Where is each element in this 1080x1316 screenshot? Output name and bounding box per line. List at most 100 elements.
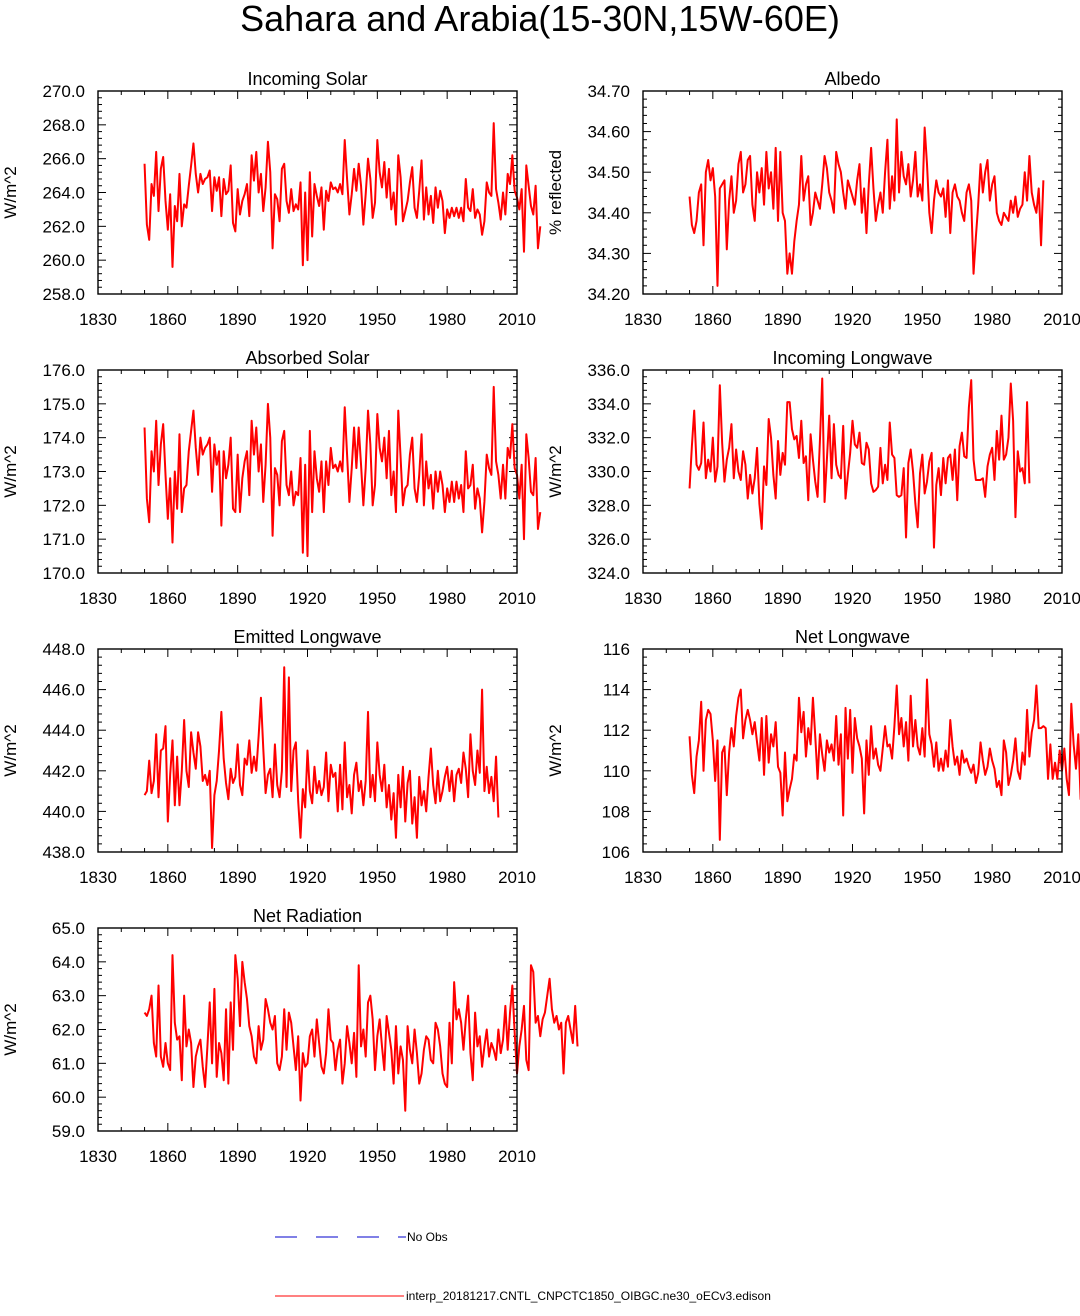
x-tick-label: 2010 <box>498 868 536 887</box>
y-tick-label: 442.0 <box>42 762 85 781</box>
panel-incoming-longwave: Incoming Longwave W/m^2 324.0 326.0 328.0 330… <box>545 334 1080 612</box>
x-tick-label: 1920 <box>289 589 327 608</box>
y-tick-label: 108 <box>602 802 630 821</box>
plot-frame <box>97 648 518 853</box>
x-tick-label: 1860 <box>149 868 187 887</box>
x-tick-label: 1950 <box>358 868 396 887</box>
panel-net-radiation: Net Radiation W/m^2 59.0 60.0 61.0 62.0 63.0 64… <box>0 892 579 1170</box>
chart-title: Emitted Longwave <box>233 627 381 647</box>
x-tick-label: 1830 <box>624 589 662 608</box>
x-tick-label: 1950 <box>903 310 941 329</box>
x-tick-label: 1950 <box>903 868 941 887</box>
series-line <box>143 122 542 268</box>
chart-svg: Absorbed Solar W/m^2 170.0 171.0 172.0 173.0 1… <box>1 348 542 608</box>
y-tick-label: 64.0 <box>52 953 85 972</box>
chart-title: Net Radiation <box>253 906 362 926</box>
y-tick-label: 175.0 <box>42 395 85 414</box>
x-tick-label: 1980 <box>428 868 466 887</box>
x-tick-label: 1950 <box>358 589 396 608</box>
x-tick-label: 1830 <box>79 1147 117 1166</box>
plot-frame <box>97 927 518 1132</box>
x-tick-label: 1920 <box>834 589 872 608</box>
plot-frame <box>642 369 1063 574</box>
x-tick-label: 2010 <box>1043 310 1080 329</box>
x-tick-label: 2010 <box>498 1147 536 1166</box>
x-tick-label: 1920 <box>834 310 872 329</box>
series-line <box>143 385 542 558</box>
y-tick-label: 106 <box>602 843 630 862</box>
x-tick-label: 1890 <box>219 1147 257 1166</box>
x-tick-label: 1860 <box>149 1147 187 1166</box>
y-tick-label: 332.0 <box>587 429 630 448</box>
legend-swatch <box>275 1295 404 1297</box>
y-tick-label: 266.0 <box>42 150 85 169</box>
y-axis-label: W/m^2 <box>546 724 565 776</box>
chart-svg: Incoming Solar W/m^2 258.0 260.0 262.0 264.0 2… <box>1 69 542 329</box>
x-tick-label: 1920 <box>289 868 327 887</box>
y-tick-label: 34.30 <box>587 244 630 263</box>
x-tick-label: 1830 <box>624 310 662 329</box>
y-axis-label: W/m^2 <box>1 445 20 497</box>
x-tick-label: 1890 <box>219 589 257 608</box>
chart-svg: Emitted Longwave W/m^2 438.0 440.0 442.0 444.… <box>1 627 536 887</box>
x-tick-label: 1830 <box>79 310 117 329</box>
chart-svg: Incoming Longwave W/m^2 324.0 326.0 328.0 330… <box>546 348 1080 608</box>
y-tick-label: 258.0 <box>42 285 85 304</box>
y-tick-label: 260.0 <box>42 251 85 270</box>
x-tick-label: 1980 <box>973 589 1011 608</box>
x-tick-label: 1890 <box>219 310 257 329</box>
y-tick-label: 65.0 <box>52 919 85 938</box>
x-tick-label: 1890 <box>764 589 802 608</box>
y-tick-label: 264.0 <box>42 184 85 203</box>
x-tick-label: 1890 <box>764 310 802 329</box>
x-tick-label: 2010 <box>1043 868 1080 887</box>
y-tick-label: 334.0 <box>587 395 630 414</box>
y-tick-label: 176.0 <box>42 361 85 380</box>
x-tick-label: 2010 <box>498 310 536 329</box>
plot-frame <box>97 90 518 295</box>
x-tick-label: 1920 <box>289 310 327 329</box>
panel-net-longwave: Net Longwave W/m^2 106 108 110 112 114 116 1830 1… <box>545 613 1080 891</box>
y-tick-label: 34.60 <box>587 123 630 142</box>
y-tick-label: 444.0 <box>42 721 85 740</box>
y-tick-label: 34.40 <box>587 204 630 223</box>
panel-absorbed-solar: Absorbed Solar W/m^2 170.0 171.0 172.0 173.0 1… <box>0 334 542 612</box>
x-tick-label: 2010 <box>498 589 536 608</box>
series-line <box>688 118 1045 287</box>
legend-no-obs: No Obs <box>0 1226 1080 1256</box>
y-axis-label: % reflected <box>546 150 565 235</box>
y-axis-label: W/m^2 <box>546 445 565 497</box>
x-tick-label: 1920 <box>289 1147 327 1166</box>
chart-svg: Albedo % reflected 34.20 34.30 34.40 34.50 34.… <box>546 69 1080 329</box>
panel-incoming-solar: Incoming Solar W/m^2 258.0 260.0 262.0 264.0 2… <box>0 55 542 333</box>
chart-title: Net Longwave <box>795 627 910 647</box>
y-tick-label: 112 <box>603 721 630 740</box>
series-line <box>143 666 500 849</box>
y-tick-label: 62.0 <box>52 1021 85 1040</box>
x-tick-label: 1950 <box>903 589 941 608</box>
x-tick-label: 1830 <box>79 868 117 887</box>
plot-frame <box>642 90 1063 295</box>
y-tick-label: 174.0 <box>42 429 85 448</box>
x-tick-label: 1860 <box>694 868 732 887</box>
x-tick-label: 1860 <box>694 310 732 329</box>
y-tick-label: 326.0 <box>587 530 630 549</box>
x-tick-label: 1830 <box>79 589 117 608</box>
y-tick-label: 270.0 <box>42 82 85 101</box>
y-tick-label: 268.0 <box>42 116 85 135</box>
x-tick-label: 1980 <box>973 868 1011 887</box>
legend-label-model-run: interp_20181217.CNTL_CNPCTC1850_OIBGC.ne… <box>406 1289 771 1303</box>
y-tick-label: 446.0 <box>42 681 85 700</box>
chart-title: Incoming Solar <box>247 69 367 89</box>
y-tick-label: 60.0 <box>52 1088 85 1107</box>
y-tick-label: 170.0 <box>42 564 85 583</box>
chart-title: Incoming Longwave <box>772 348 932 368</box>
plot-frame <box>97 369 518 574</box>
y-tick-label: 172.0 <box>42 496 85 515</box>
legend-swatch <box>275 1236 406 1238</box>
y-tick-label: 330.0 <box>587 463 630 482</box>
y-axis-label: W/m^2 <box>1 724 20 776</box>
y-tick-label: 110 <box>603 762 630 781</box>
y-tick-label: 328.0 <box>587 496 630 515</box>
